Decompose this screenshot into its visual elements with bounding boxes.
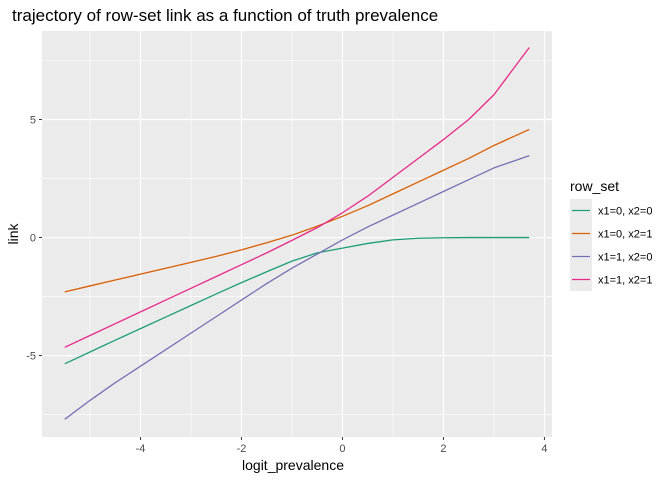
x-tick-label: 4 <box>541 443 547 455</box>
legend-label: x1=1, x2=1 <box>598 275 652 287</box>
grid-minor <box>42 31 552 437</box>
x-axis: -4 -2 0 2 4 <box>136 437 547 455</box>
legend-title: row_set <box>570 178 619 194</box>
series-line-4 <box>64 47 530 348</box>
y-tick-label: 0 <box>30 233 36 245</box>
x-tick-label: -4 <box>136 443 146 455</box>
x-tick-label: 0 <box>339 443 345 455</box>
series-line-3 <box>64 155 530 420</box>
legend-label: x1=0, x2=1 <box>598 229 652 241</box>
legend: row_set x1=0, x2=0x1=0, x2=1x1=1, x2=0x1… <box>570 178 652 291</box>
x-tick-label: -2 <box>237 443 247 455</box>
chart-title: trajectory of row-set link as a function… <box>12 6 438 25</box>
legend-items: x1=0, x2=0 x1=0, x2=1 x1=1, x2=0 x1=1, x2=1 <box>570 199 652 291</box>
x-tick-label: 2 <box>440 443 446 455</box>
legend-label: x1=1, x2=0 <box>598 252 652 264</box>
x-axis-title: logit_prevalence <box>242 457 344 473</box>
y-axis: -5 0 5 <box>26 115 42 363</box>
y-tick-label: -5 <box>26 351 36 363</box>
y-axis-title: link <box>5 223 21 245</box>
legend-label: x1=0, x2=0 <box>598 206 652 218</box>
y-tick-label: 5 <box>30 115 36 127</box>
grid-major <box>42 31 552 437</box>
series-line-2 <box>64 128 530 293</box>
series-line-1 <box>64 236 530 365</box>
series-lines <box>64 47 530 420</box>
